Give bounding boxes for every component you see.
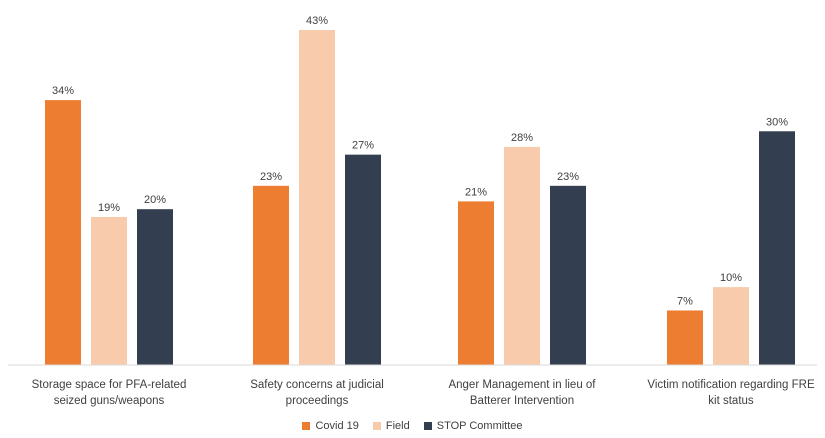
value-label: 20% (144, 194, 166, 206)
legend-label: STOP Committee (436, 420, 523, 432)
category-label: Victim notification regarding FRE kit sta… (647, 379, 815, 407)
bar-field-2 (504, 146, 540, 365)
value-label: 21% (465, 186, 487, 198)
bars-group (45, 30, 795, 366)
value-label: 10% (720, 272, 742, 284)
bar-chart: 34% 19% 20% 23% 43% 27% 21% 28% 23% 7% 10% 30% Stor… (8, 15, 817, 407)
bar-field-3 (713, 287, 749, 365)
legend-swatch (302, 422, 311, 430)
value-label: 27% (352, 140, 374, 152)
value-label: 19% (98, 202, 120, 214)
bar-field-1 (299, 30, 335, 365)
legend-item: Field (372, 420, 410, 432)
legend-label: Covid 19 (315, 420, 359, 432)
value-label: 30% (766, 116, 788, 128)
value-label: 23% (260, 171, 282, 183)
bar-stop-committee-2 (550, 185, 586, 365)
bar-covid-19-0 (45, 100, 81, 366)
bar-field-0 (91, 216, 127, 365)
category-label: Safety concerns at judicial proceedings (250, 379, 384, 407)
value-label: 28% (511, 132, 533, 144)
bar-covid-19-2 (458, 201, 494, 365)
bar-covid-19-3 (667, 310, 703, 365)
legend-swatch (372, 422, 381, 430)
bar-stop-committee-1 (345, 154, 381, 365)
bar-stop-committee-0 (137, 209, 173, 365)
category-label: Storage space for PFA-related seized guns… (32, 379, 187, 407)
legend-item: Covid 19 (302, 420, 359, 432)
category-label: Anger Management in lieu of Batterer Inte… (448, 379, 596, 407)
value-label: 7% (677, 295, 693, 307)
value-label: 34% (52, 85, 74, 97)
value-label: 43% (306, 15, 328, 27)
category-labels-group: Storage space for PFA-related seized guns… (32, 379, 815, 407)
value-label: 23% (557, 171, 579, 183)
legend-label: Field (385, 420, 410, 432)
legend-swatch (423, 422, 432, 430)
value-labels-group: 34% 19% 20% 23% 43% 27% 21% 28% 23% 7% 10% 30% (52, 15, 788, 307)
bar-stop-committee-3 (759, 131, 795, 365)
bar-covid-19-1 (253, 185, 289, 365)
legend-item: STOP Committee (423, 420, 523, 432)
legend: Covid 19 Field STOP Committee (0, 420, 825, 432)
